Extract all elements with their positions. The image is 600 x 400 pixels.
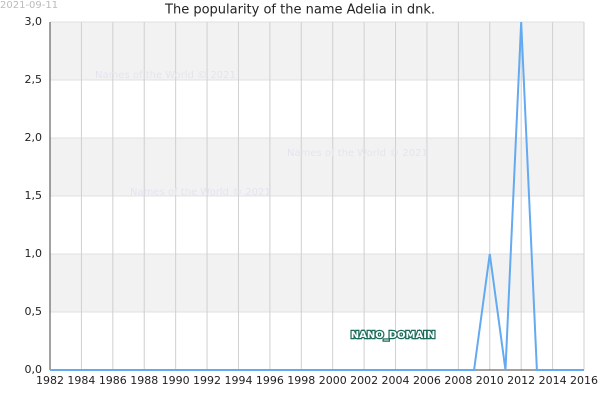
x-tick-label: 2012: [507, 374, 535, 387]
grid-band: [50, 22, 584, 80]
watermark: Names of the World © 2021: [287, 148, 428, 159]
grid-band: [50, 138, 584, 196]
brand: NANO_DOMAIN: [351, 330, 436, 341]
x-tick-label: 1990: [162, 374, 190, 387]
x-tick-label: 1996: [256, 374, 284, 387]
x-tick-label: 2014: [539, 374, 567, 387]
x-tick-label: 1994: [224, 374, 252, 387]
y-tick-label: 3,0: [25, 15, 43, 28]
x-tick-label: 2008: [444, 374, 472, 387]
grid-band: [50, 254, 584, 312]
x-tick-label: 2016: [570, 374, 598, 387]
x-tick-label: 1986: [99, 374, 127, 387]
line: [50, 21, 584, 371]
x-tick-label: 2002: [350, 374, 378, 387]
watermark: Names of the World © 2021: [130, 187, 271, 198]
x-tick-label: 1988: [130, 374, 158, 387]
chart-title: The popularity of the name Adelia in dnk…: [164, 3, 435, 18]
x-tick-label: 1984: [67, 374, 95, 387]
y-tick-label: 2,0: [25, 131, 43, 144]
x-tick-label: 1998: [287, 374, 315, 387]
y-tick-label: 0,0: [25, 363, 43, 376]
x-tick-label: 2000: [319, 374, 347, 387]
watermark: Names of the World © 2021: [95, 70, 236, 81]
x-tick-label: 1982: [36, 374, 64, 387]
y-tick-label: 2,5: [25, 73, 43, 86]
x-tick-label: 2006: [413, 374, 441, 387]
y-tick-label: 1,5: [25, 189, 43, 202]
date-stamp: 2021-09-11: [0, 0, 58, 11]
y-tick-label: 1,0: [25, 247, 43, 260]
y-tick-label: 0,5: [25, 305, 43, 318]
x-tick-label: 1992: [193, 374, 221, 387]
x-tick-label: 2010: [476, 374, 504, 387]
x-tick-label: 2004: [382, 374, 410, 387]
